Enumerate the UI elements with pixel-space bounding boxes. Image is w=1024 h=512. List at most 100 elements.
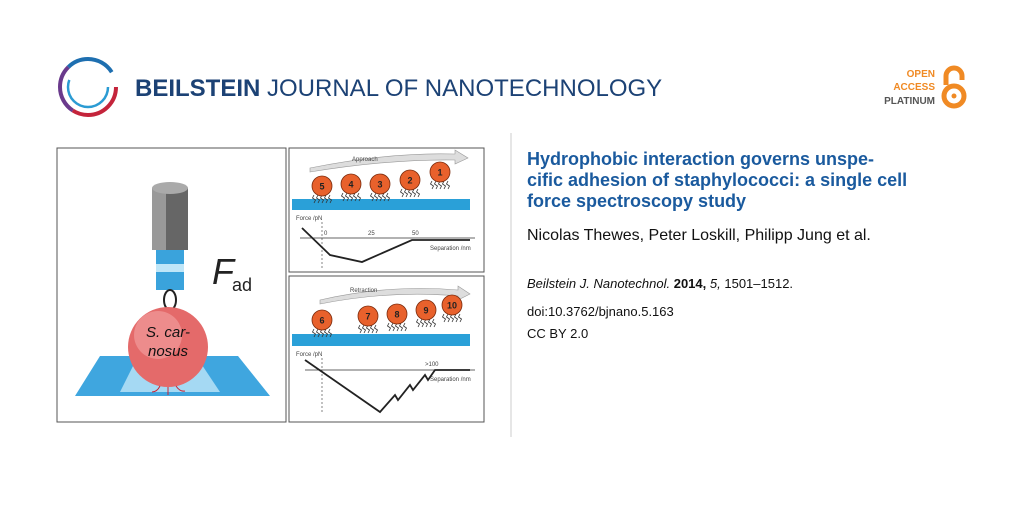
adhesin	[386, 322, 392, 332]
adhesin	[402, 322, 408, 332]
adhesin	[315, 328, 321, 338]
adhesin	[385, 192, 391, 202]
approach-label: Approach	[352, 157, 378, 163]
adhesin	[390, 322, 396, 332]
figure-shape	[152, 182, 188, 194]
doi: doi:10.3762/bjnano.5.163	[527, 304, 674, 319]
adhesin	[415, 188, 421, 198]
cell-number: 3	[377, 179, 382, 189]
citation-year: 2014,	[674, 276, 707, 291]
cell	[311, 309, 333, 331]
journal-name-rest: JOURNAL OF NANOTECHNOLOGY	[267, 75, 662, 102]
journal-logo	[58, 57, 118, 117]
adhesin	[433, 180, 439, 190]
adhesin	[441, 313, 447, 323]
cell-label: S. car-	[146, 324, 190, 341]
x-tick: 50	[412, 231, 419, 237]
cell-number: 2	[407, 175, 412, 185]
cell	[386, 303, 408, 325]
cell	[340, 173, 362, 195]
badge-access: ACCESS	[893, 82, 935, 93]
adhesin	[311, 328, 317, 338]
adhesin	[398, 322, 404, 332]
force-symbol: F	[212, 251, 236, 292]
adhesin	[344, 192, 350, 202]
figure-shape	[151, 385, 186, 395]
adhesin	[319, 194, 325, 204]
figure-shape	[951, 93, 957, 99]
figure-shape	[292, 199, 470, 210]
figure-shape	[156, 264, 184, 272]
figure-shape	[304, 359, 470, 414]
adhesin	[415, 318, 421, 328]
x-tick: 0	[324, 231, 328, 237]
adhesin	[369, 324, 375, 334]
retraction-label: Retraction	[350, 288, 377, 294]
cell-number: 5	[319, 181, 324, 191]
adhesin	[373, 192, 379, 202]
adhesin	[445, 313, 451, 323]
article-title: Hydrophobic interaction governs unspe- c…	[527, 149, 907, 211]
adhesin	[445, 180, 451, 190]
adhesin	[429, 180, 435, 190]
adhesin	[449, 313, 455, 323]
adhesin	[407, 188, 413, 198]
adhesin	[311, 194, 317, 204]
adhesin	[441, 180, 447, 190]
figure-shape	[309, 149, 469, 173]
adhesin	[352, 192, 358, 202]
y-axis-label: Force /pN	[296, 216, 322, 222]
authors: Nicolas Thewes, Peter Loskill, Philipp J…	[527, 227, 871, 244]
figure-shape	[152, 188, 166, 250]
adhesin	[411, 188, 417, 198]
citation-journal: Beilstein J. Nanotechnol.	[527, 276, 670, 291]
figure-shape	[66, 65, 110, 109]
citation: Beilstein J. Nanotechnol. 2014, 5, 1501–…	[527, 276, 793, 291]
adhesin	[399, 188, 405, 198]
cell-number: 1	[437, 167, 442, 177]
title-line: cific adhesion of staphylococci: a singl…	[527, 170, 907, 190]
figure-shape: 5 4 3 2 1	[311, 161, 451, 204]
citation-pages: 1501–1512.	[724, 276, 793, 291]
adhesin	[323, 194, 329, 204]
adhesin	[431, 318, 437, 328]
open-access-icon	[941, 65, 967, 109]
x-axis-label: Separation /nm	[430, 246, 471, 252]
adhesin	[394, 322, 400, 332]
adhesin	[361, 324, 367, 334]
adhesin	[356, 192, 362, 202]
cell	[369, 173, 391, 195]
adhesin	[377, 192, 383, 202]
adhesin	[365, 324, 371, 334]
cell-number: 7	[365, 311, 370, 321]
badge-platinum: PLATINUM	[884, 96, 935, 107]
cell	[429, 161, 451, 183]
journal-name-bold: BEILSTEIN	[135, 75, 260, 102]
adhesin	[423, 318, 429, 328]
adhesin	[357, 324, 363, 334]
x-tick: 25	[368, 231, 375, 237]
figure-shape	[134, 311, 182, 359]
license: CC BY 2.0	[527, 326, 588, 341]
x-tick: >100	[425, 362, 439, 368]
adhesin	[373, 324, 379, 334]
force-subscript: ad	[232, 275, 252, 295]
y-axis-label: Force /pN	[296, 352, 322, 358]
cell-number: 8	[394, 309, 399, 319]
figure-approach: Approach 5 4 3 2 1 Force /pN 0 25 50 Separat…	[288, 147, 485, 273]
adhesin	[419, 318, 425, 328]
badge-open: OPEN	[907, 69, 935, 80]
adhesin	[327, 194, 333, 204]
figure-shape	[941, 83, 967, 109]
adhesin	[348, 192, 354, 202]
cell	[441, 294, 463, 316]
adhesin	[319, 328, 325, 338]
figure-shape	[58, 57, 118, 117]
figure-shape	[943, 65, 965, 85]
cell	[399, 169, 421, 191]
figure-shape	[319, 285, 471, 305]
adhesin	[453, 313, 459, 323]
figure-retraction: Retraction 6 7 8 9 10 Force /pN >100 Separat…	[288, 275, 485, 423]
